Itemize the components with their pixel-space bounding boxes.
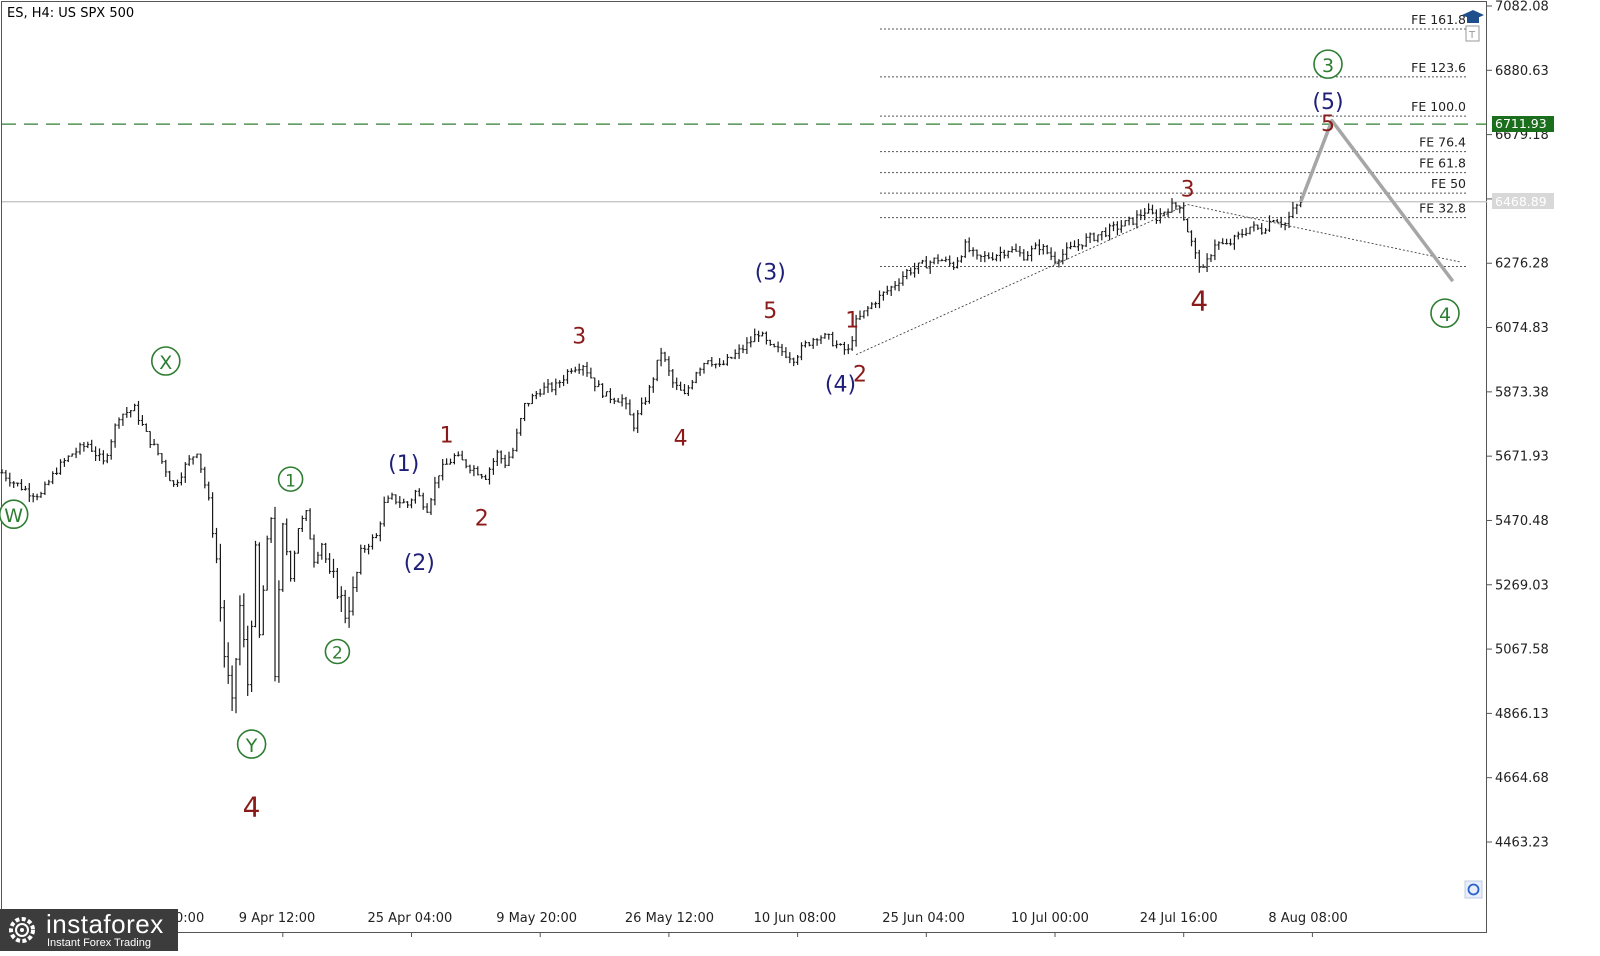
- gear-icon: [9, 917, 35, 943]
- wave-label: 1: [440, 423, 454, 448]
- target-price-label: 6711.93: [1495, 116, 1547, 131]
- graduation-cap-icon[interactable]: [1462, 10, 1484, 23]
- logo-brand: instaforex: [46, 909, 164, 939]
- logo-tagline: Instant Forex Trading: [47, 937, 151, 949]
- plot-frame: [1, 1, 1487, 933]
- wave-label: 2: [475, 506, 489, 531]
- trendline-upper: [1187, 204, 1461, 263]
- trade-level-icon[interactable]: T: [1465, 25, 1480, 42]
- x-tick-label: 10 Jul 00:00: [1011, 911, 1089, 926]
- target-price-tag: 6711.93: [1492, 116, 1554, 132]
- wave-label-ring: [1430, 298, 1460, 328]
- wave-label: Y: [245, 735, 258, 757]
- wave-label-ring: [1313, 49, 1343, 79]
- x-tick-label: 26 May 12:00: [625, 911, 714, 926]
- x-tick-label: 25 Apr 04:00: [368, 911, 453, 926]
- wave-label: 4: [1190, 284, 1208, 317]
- fib-level-label: FE 100.0: [1411, 99, 1466, 114]
- y-tick-label: 6074.83: [1495, 321, 1549, 336]
- fib-level-label: FE 123.6: [1411, 60, 1466, 75]
- wave-label: X: [159, 352, 172, 374]
- wave-label-ring: [151, 346, 181, 376]
- wave-label: 4: [674, 427, 688, 452]
- wave-label: (4): [825, 372, 856, 397]
- wave-label: 1: [845, 308, 859, 333]
- wave-label: 2: [332, 644, 343, 664]
- current-price-label: 6468.89: [1495, 194, 1547, 209]
- trendline-lower: [855, 204, 1188, 356]
- svg-text:T: T: [1468, 30, 1476, 41]
- y-tick-label: 5470.48: [1495, 514, 1549, 529]
- wave-label: (2): [404, 551, 435, 576]
- x-tick-label: 10 Jun 08:00: [754, 911, 837, 926]
- wave-label-ring: [277, 466, 304, 492]
- wave-label: (1): [388, 452, 419, 477]
- forecast-path: [1299, 118, 1455, 283]
- fib-level-label: FE 76.4: [1419, 135, 1466, 150]
- wave-label: 3: [1181, 178, 1195, 203]
- wave-label: (3): [755, 261, 786, 286]
- current-price-box: [1492, 193, 1554, 209]
- wave-label-ring: [324, 638, 351, 665]
- fib-level-label: FE 161.8: [1411, 12, 1466, 27]
- x-tick-label: 24 Jul 16:00: [1140, 911, 1218, 926]
- wave-label: W: [4, 505, 23, 527]
- y-tick-label: 5873.38: [1495, 385, 1549, 400]
- y-tick-label: 5269.03: [1495, 578, 1549, 593]
- fib-level-label: FE 61.8: [1419, 156, 1466, 171]
- y-tick-label: 4866.13: [1495, 707, 1549, 722]
- x-tick-label: 8 Aug 08:00: [1268, 911, 1347, 926]
- settings-circle-icon[interactable]: [1464, 880, 1483, 899]
- instaforex-logo: instaforex Instant Forex Trading: [0, 909, 178, 951]
- current-price-tag: 6468.89: [1492, 193, 1554, 209]
- y-tick-label: 6276.28: [1495, 257, 1549, 272]
- wave-label: 3: [1322, 55, 1334, 77]
- wave-label: 5: [1321, 112, 1335, 137]
- target-price-box: [1492, 116, 1554, 132]
- y-tick-label: 4463.23: [1495, 836, 1549, 851]
- wave-label: 4: [243, 790, 261, 823]
- x-tick-label: 25 Jun 04:00: [882, 911, 965, 926]
- wave-label: 5: [763, 299, 777, 324]
- y-tick-label: 5671.93: [1495, 450, 1549, 465]
- wave-label: 1: [285, 471, 296, 491]
- fib-level-label: FE 50: [1431, 176, 1466, 191]
- y-tick-label: 4664.68: [1495, 771, 1549, 786]
- x-tick-label: 9 Apr 12:00: [239, 911, 315, 926]
- wave-label-ring: [236, 729, 267, 759]
- wave-label-ring: [0, 499, 29, 530]
- chart-title: ES, H4: US SPX 500: [7, 6, 134, 21]
- wave-label: (5): [1312, 90, 1343, 115]
- y-tick-label: 7082.08: [1495, 0, 1549, 15]
- y-tick-label: 5067.58: [1495, 643, 1549, 658]
- wave-label: 2: [853, 363, 867, 388]
- fib-level-label: FE 32.8: [1419, 201, 1466, 216]
- wave-label: 3: [572, 324, 586, 349]
- y-tick-label: 6880.63: [1495, 64, 1549, 79]
- x-tick-label: 9 May 20:00: [496, 911, 577, 926]
- wave-label: 4: [1439, 304, 1451, 326]
